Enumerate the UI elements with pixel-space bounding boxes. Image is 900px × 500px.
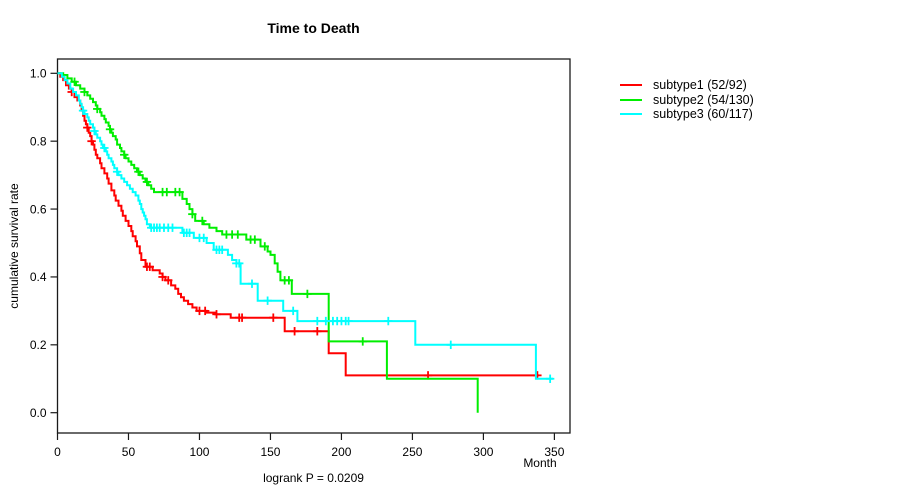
legend-line-swatch	[620, 98, 642, 101]
y-tick-label: 0.0	[30, 406, 47, 420]
x-axis-label: Month	[523, 456, 557, 470]
y-tick-label: 0.6	[30, 202, 47, 216]
x-tick-label: 200	[331, 445, 351, 459]
chart-title: Time to Death	[267, 20, 360, 36]
x-tick-label: 350	[544, 445, 564, 459]
plot-frame	[56, 58, 571, 434]
legend-line-swatch	[620, 84, 642, 87]
x-tick-label: 50	[122, 445, 136, 459]
legend-label: subtype3 (60/117)	[653, 107, 753, 121]
x-tick-label: 0	[54, 445, 61, 459]
y-axis-label: cumulative survival rate	[7, 183, 21, 309]
legend-label: subtype1 (52/92)	[653, 78, 747, 92]
y-tick-label: 0.2	[30, 338, 47, 352]
y-tick-label: 0.4	[30, 270, 47, 284]
x-tick-label: 250	[402, 445, 422, 459]
survival-curve-subtype1	[57, 72, 539, 377]
logrank-p-annotation: logrank P = 0.0209	[263, 471, 364, 485]
survival-curve-subtype2	[57, 72, 479, 413]
legend-line-swatch	[620, 113, 642, 116]
x-tick-label: 150	[260, 445, 280, 459]
y-tick-label: 0.8	[30, 134, 47, 148]
legend-item-subtype2: subtype2 (54/130)	[620, 93, 754, 108]
legend: subtype1 (52/92) subtype2 (54/130) subtype…	[620, 78, 754, 122]
y-tick-label: 1.0	[30, 67, 47, 81]
legend-label: subtype2 (54/130)	[653, 92, 754, 107]
legend-item-subtype3: subtype3 (60/117)	[620, 107, 754, 122]
legend-item-subtype1: subtype1 (52/92)	[620, 78, 754, 93]
x-tick-label: 100	[189, 445, 209, 459]
x-tick-label: 300	[473, 445, 493, 459]
